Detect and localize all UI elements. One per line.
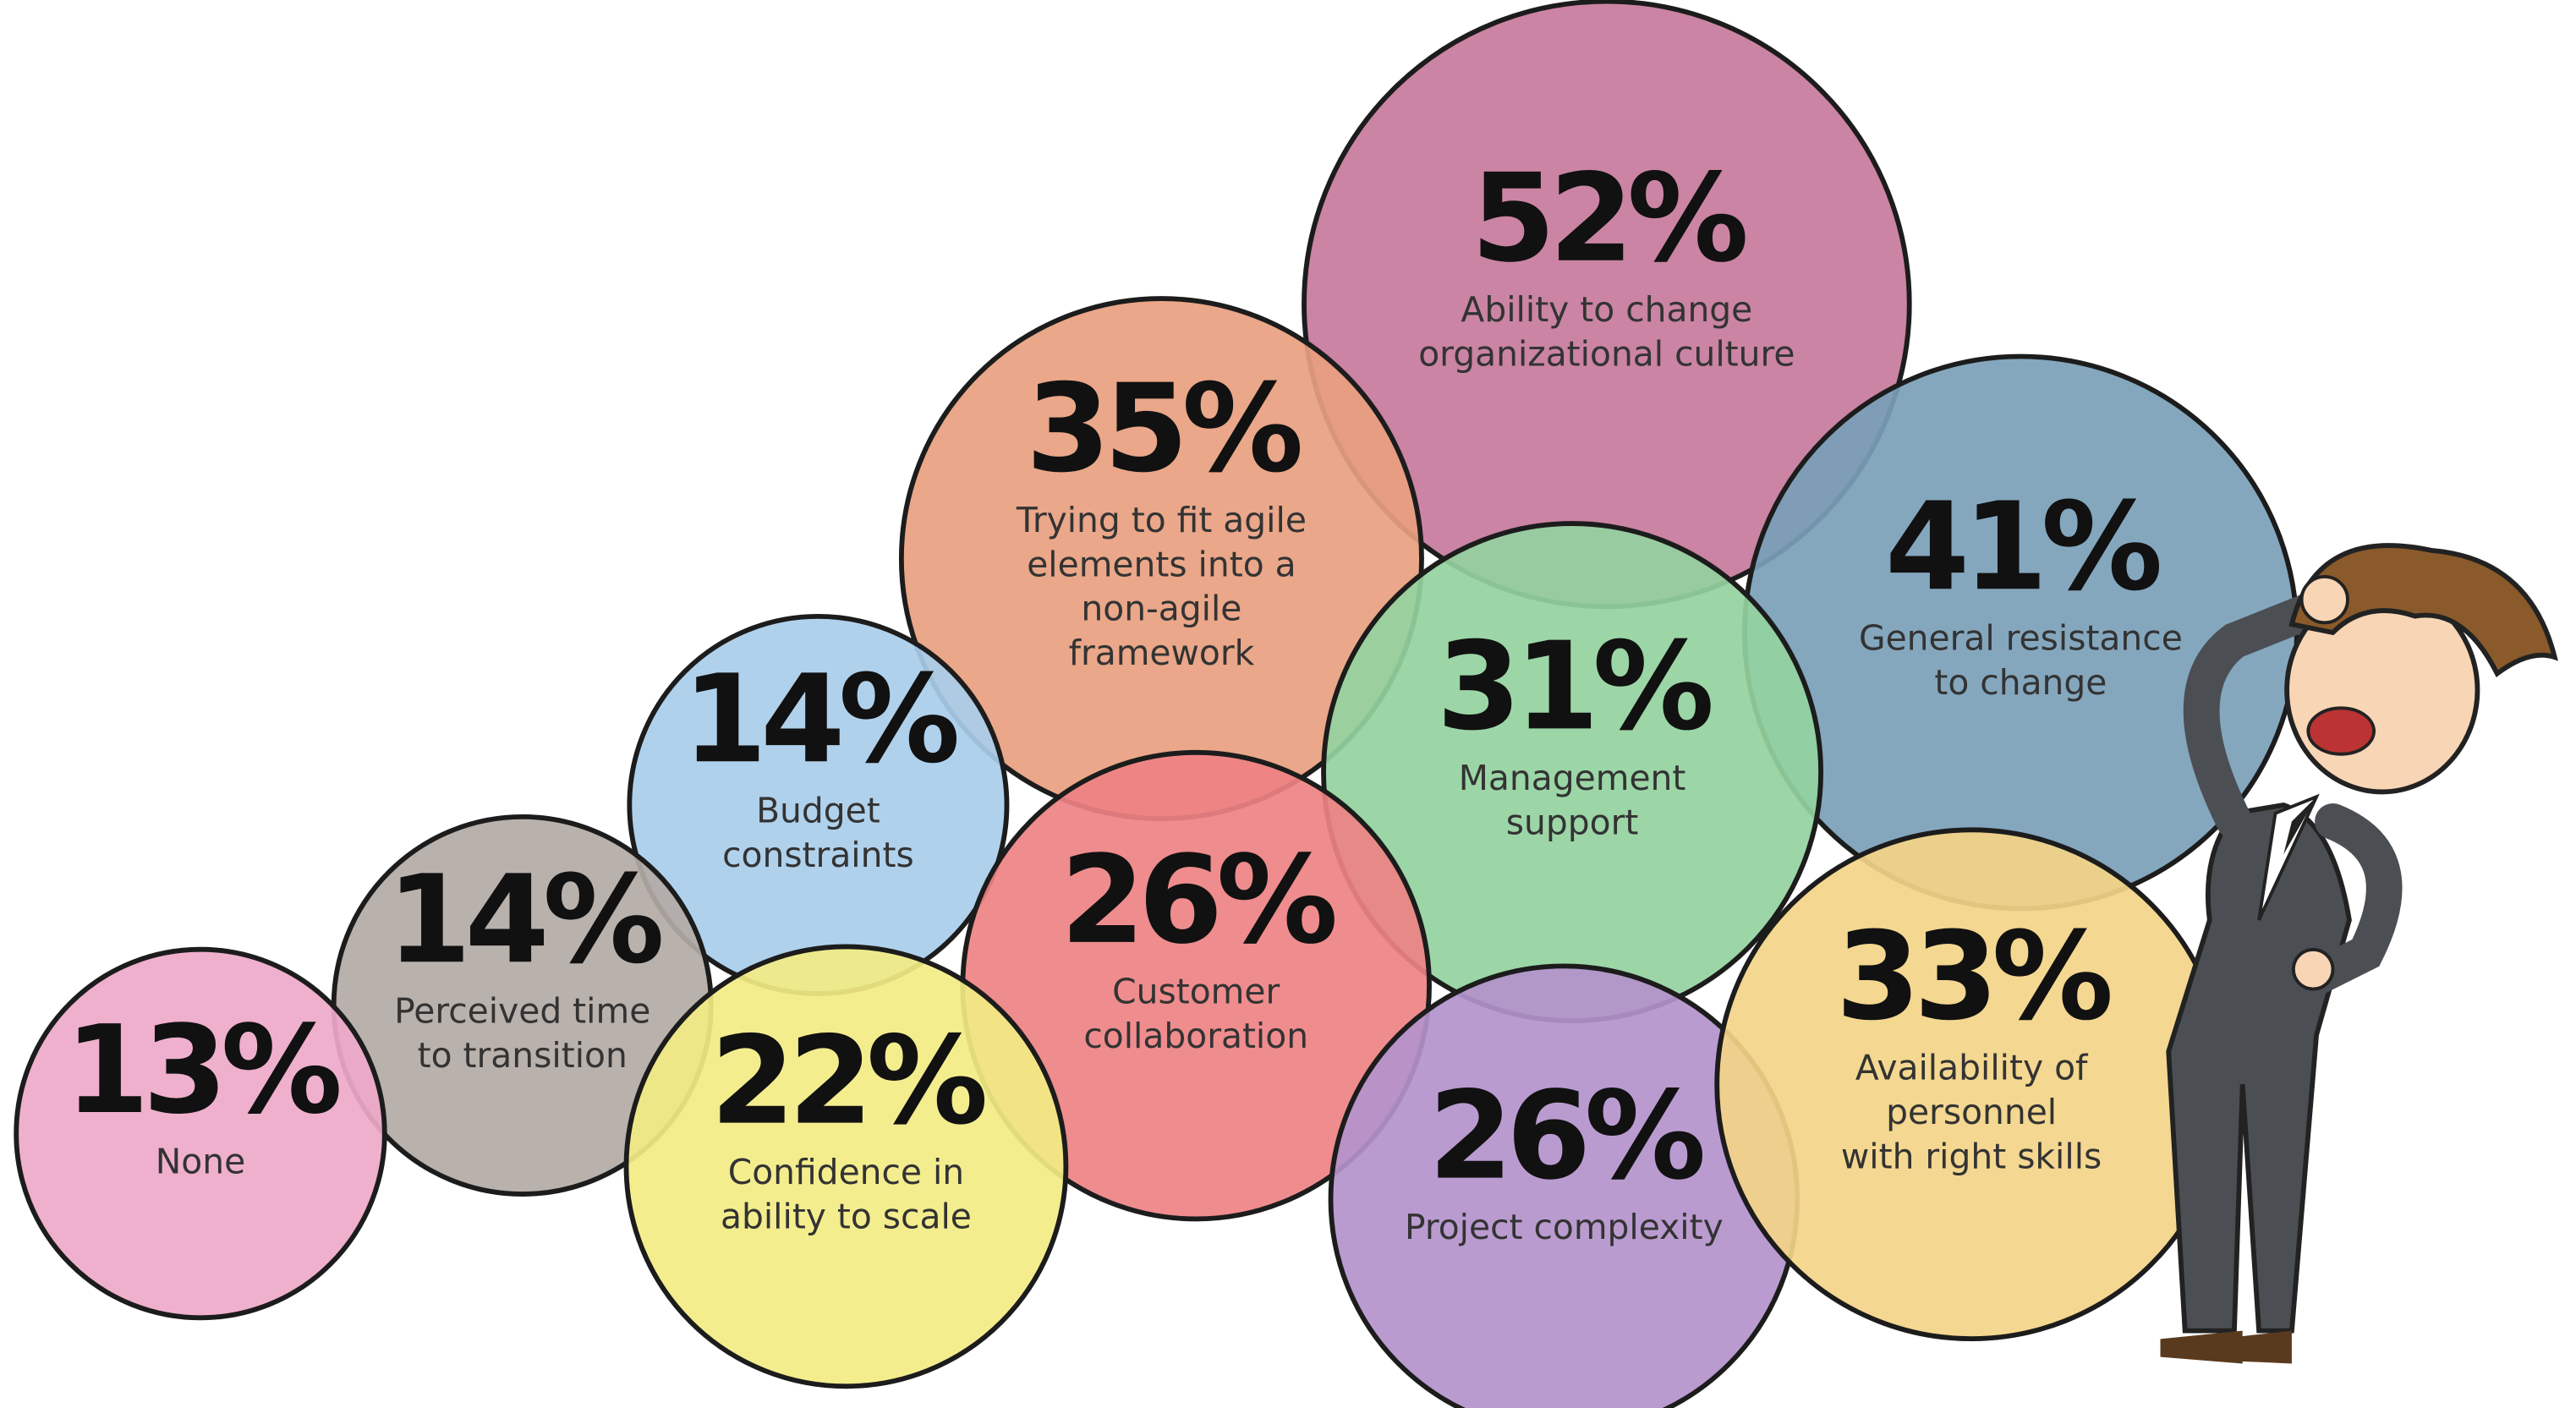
bubble-value-label: 41%: [1885, 476, 2160, 617]
bubble-category-label: None: [156, 1141, 245, 1181]
bubble-category-label: Management support: [1459, 758, 1686, 842]
bubble: [14, 946, 387, 1321]
bubble-layer: 52%Ability to change organizational cultu…: [14, 0, 2299, 1408]
bubble-value-label: 22%: [710, 1011, 985, 1152]
bubble-category-label: Perceived time to transition: [394, 991, 650, 1076]
bubble: [623, 944, 1069, 1389]
bubble-category-label: Availability of personnel with right skill…: [1841, 1048, 2102, 1177]
bubble-value-label: 33%: [1836, 906, 2111, 1047]
bubble-value-label: 35%: [1026, 358, 1301, 499]
bubble-value-label: 52%: [1471, 148, 1746, 289]
bubble-category-label: Trying to fit agile elements into a non-ag…: [1016, 500, 1307, 673]
bubble-value-label: 14%: [386, 849, 661, 990]
bubble-category-label: General resistance to change: [1859, 618, 2183, 703]
bubble-value-label: 13%: [65, 1000, 340, 1141]
bubble-category-label: Project complexity: [1405, 1207, 1724, 1247]
bubble-value-label: 26%: [1428, 1066, 1703, 1207]
bubble-value-label: 26%: [1061, 830, 1335, 971]
bubble-category-label: Ability to change organizational culture: [1418, 289, 1795, 374]
bubble-category-label: Confidence in ability to scale: [721, 1152, 972, 1236]
bubble-category-label: Customer collaboration: [1083, 971, 1308, 1055]
bubble-value-label: 31%: [1437, 616, 1712, 757]
worried-man: [2160, 543, 2558, 1364]
bubble-category-label: Budget constraints: [722, 791, 914, 875]
bubble-value-label: 14%: [682, 649, 957, 790]
